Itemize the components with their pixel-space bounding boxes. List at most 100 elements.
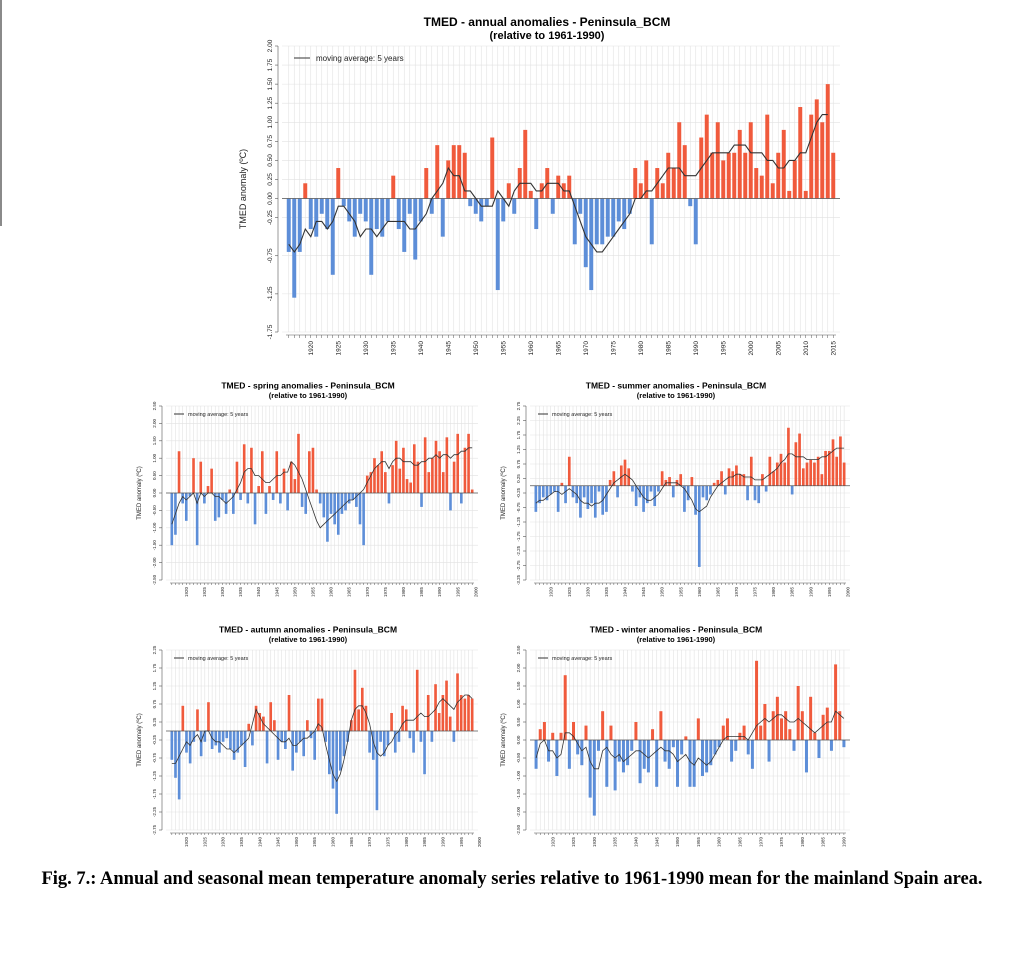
anomaly-bar [446,160,451,199]
y-tick-label: 0.75 [152,699,157,708]
y-tick-label: 1.00 [516,699,521,708]
anomaly-bar [721,725,725,740]
anomaly-bar [336,493,340,535]
anomaly-bar [506,183,511,199]
x-tick-label: 1990 [693,341,700,356]
anomaly-bar [426,695,430,731]
anomaly-bar [839,436,842,486]
anomaly-bar [726,152,731,199]
anomaly-bar [382,731,386,757]
anomaly-bar [358,493,362,525]
y-tick-label: 0.75 [267,135,274,148]
anomaly-bar [412,731,415,753]
anomaly-bar [563,675,567,740]
anomaly-bar [459,695,463,731]
x-tick-label: 1950 [473,341,480,356]
anomaly-bar [251,731,254,746]
anomaly-bar [445,437,449,493]
anomaly-bar [804,740,808,773]
anomaly-bar [779,453,783,486]
anomaly-bar [645,485,649,504]
x-tick-label: 1945 [446,341,453,356]
anomaly-bar [347,493,351,504]
x-tick-label: 1950 [675,837,680,848]
anomaly-bar [586,485,590,509]
x-tick-label: 1930 [221,837,226,848]
anomaly-bar [375,731,379,811]
y-tick-label: -0.50 [152,505,157,516]
anomaly-bar [304,493,308,514]
anomaly-bar [796,686,800,740]
anomaly-bar [385,198,390,222]
x-tick-label: 1940 [256,587,261,598]
anomaly-bar [814,99,819,199]
anomaly-bar [676,740,680,787]
anomaly-bar [541,485,545,498]
anomaly-bar [692,740,696,787]
anomaly-bar [817,740,821,758]
anomaly-bar [280,731,284,742]
anomaly-bar [456,433,460,493]
y-tick-label: 0.50 [516,717,521,726]
anomaly-bar [181,493,184,504]
y-tick-label: 1.00 [267,116,274,129]
x-tick-label: 2010 [803,341,810,356]
y-axis: -2.50 -2.00 -1.50 -1.00 -0.50 0.00 0.50 1.00 1.5… [152,401,163,585]
anomaly-bar [616,485,619,498]
x-tick-label: 1945 [274,587,279,598]
anomaly-bar [253,493,257,525]
anomaly-bar [431,458,434,493]
anomaly-bar [409,482,412,493]
anomaly-bar [462,152,467,199]
anomaly-bar [344,493,347,511]
anomaly-bar [712,482,716,486]
anomaly-bar [300,493,304,507]
anomaly-bar [594,198,599,245]
anomaly-bar [501,198,506,222]
anomaly-bar [749,456,753,486]
anomaly-bar [582,485,586,498]
x-tick-label: 1950 [292,587,297,598]
y-tick-label: -2.50 [152,574,157,585]
anomaly-bar [177,451,181,493]
anomaly-bar [534,740,538,769]
y-axis: -3.25 -2.75 -2.25 -1.75 -1.25 -0.75 -0.25 0.25 0… [516,401,527,585]
chart-title: TMED - annual anomalies - Peninsula_BCM [424,15,671,29]
anomaly-bar [434,440,438,493]
anomaly-bar [567,740,571,769]
y-axis-label: TMED anomaly (ºC) [500,466,507,520]
anomaly-bar [551,732,555,740]
anomaly-bar [649,198,654,245]
anomaly-bar [319,198,324,214]
x-tick-label: 2000 [477,837,482,848]
anomaly-bar [195,493,199,546]
anomaly-bar [269,702,273,731]
y-tick-label: 1.50 [267,77,274,90]
anomaly-bar [297,198,302,252]
anomaly-bar [264,493,268,514]
anomaly-bar [690,477,694,486]
anomaly-bar [621,740,625,773]
anomaly-bar [199,731,203,757]
anomaly-bar [734,740,738,751]
x-tick-label: 1925 [567,587,572,598]
x-tick-label: 1945 [641,587,646,598]
x-tick-label: 1940 [633,837,638,848]
y-tick-label: -1.00 [152,522,157,533]
x-tick-label: 1925 [202,837,207,848]
anomaly-bar [225,731,229,739]
anomaly-bar [827,450,831,486]
chart-subtitle: (relative to 1961-1990) [490,30,605,42]
anomaly-bar [584,725,588,740]
anomaly-bar [746,740,750,755]
anomaly-bar [390,713,393,731]
x-tick-label: 2000 [748,341,755,356]
anomaly-bar [765,114,770,199]
anomaly-bar [634,722,638,740]
anomaly-bar [302,731,306,757]
anomaly-bar [704,114,709,199]
x-tick-label: 1965 [737,837,742,848]
y-tick-label: -2.25 [516,545,521,556]
anomaly-bar [397,731,401,742]
anomaly-bar [181,705,185,731]
